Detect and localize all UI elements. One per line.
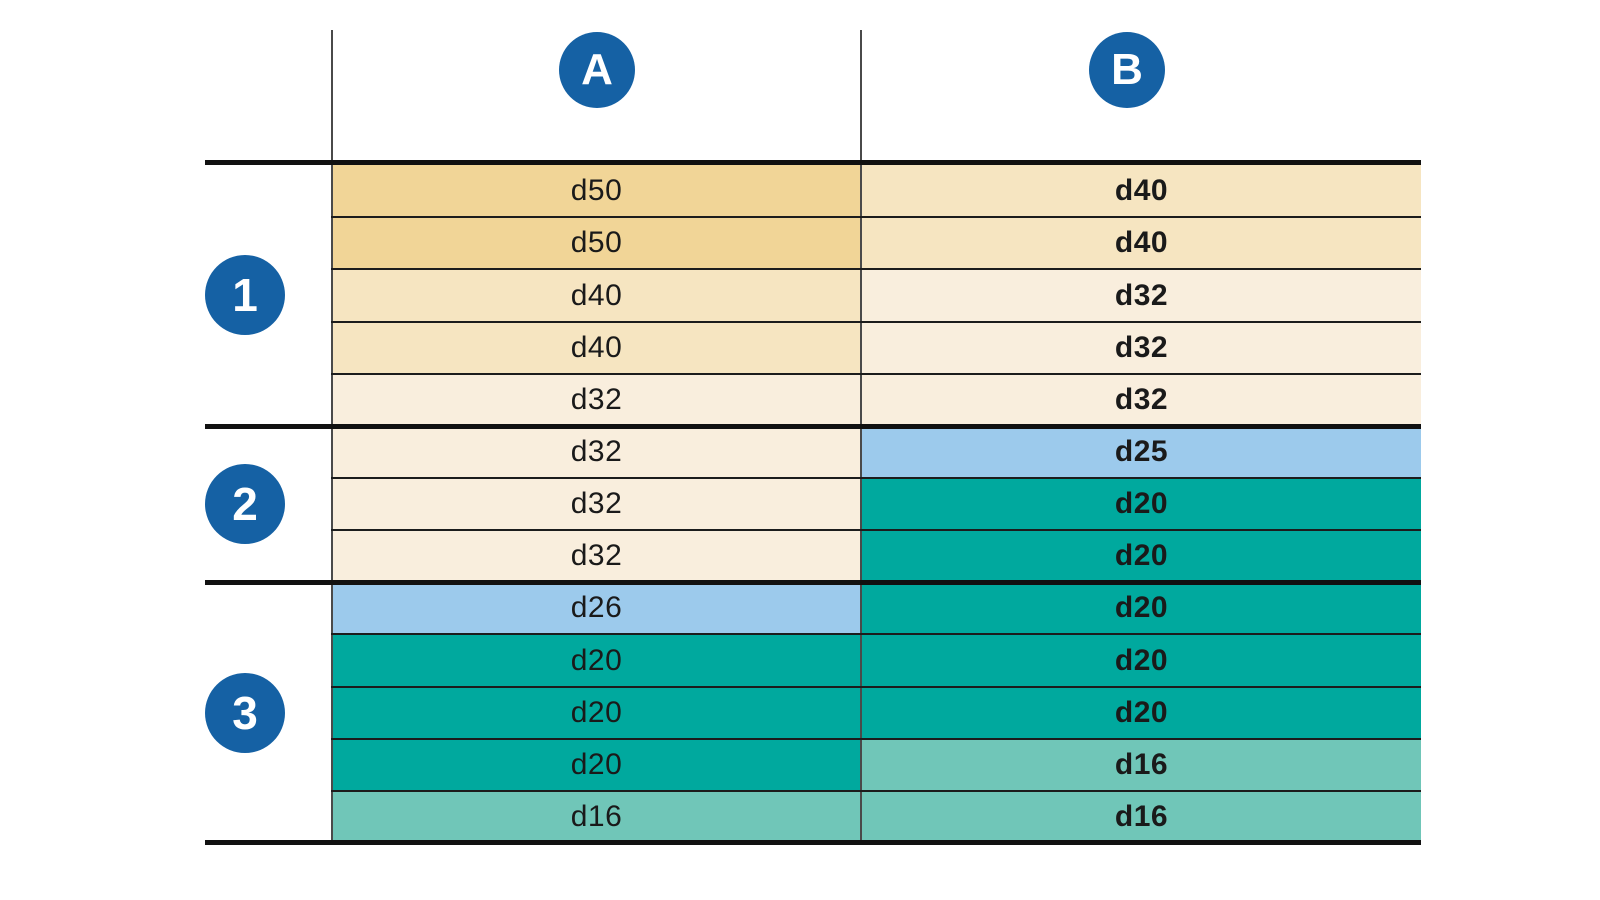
column-a-label: A <box>581 45 613 94</box>
row-divider <box>331 216 1421 218</box>
group-2-label: 2 <box>232 478 258 530</box>
cell-a-row-6: d32 <box>333 426 860 478</box>
cell-b-row-2: d40 <box>862 217 1421 269</box>
cell-b-row-7: d20 <box>862 478 1421 530</box>
cell-a-row-13: d16 <box>333 791 860 843</box>
cell-a-row-7: d32 <box>333 478 860 530</box>
group-divider-1-2 <box>205 424 1421 429</box>
cell-b-row-4: d32 <box>862 322 1421 374</box>
row-divider <box>331 268 1421 270</box>
cell-a-row-11: d20 <box>333 687 860 739</box>
cell-a-row-10: d20 <box>333 634 860 687</box>
row-divider <box>331 529 1421 531</box>
row-divider <box>331 633 1421 635</box>
cell-b-row-5: d32 <box>862 374 1421 426</box>
cell-b-row-1: d40 <box>862 165 1421 217</box>
row-divider <box>331 790 1421 792</box>
cell-a-row-2: d50 <box>333 217 860 269</box>
row-divider <box>331 321 1421 323</box>
table-border-bottom <box>205 840 1421 845</box>
row-divider <box>331 373 1421 375</box>
cell-a-row-8: d32 <box>333 530 860 582</box>
cell-b-row-10: d20 <box>862 634 1421 687</box>
group-3-badge: 3 <box>205 673 285 753</box>
group-2-badge: 2 <box>205 464 285 544</box>
group-divider-2-3 <box>205 580 1421 585</box>
cell-b-row-3: d32 <box>862 269 1421 322</box>
cell-a-row-4: d40 <box>333 322 860 374</box>
cell-b-row-11: d20 <box>862 687 1421 739</box>
cell-b-row-9: d20 <box>862 582 1421 634</box>
row-divider <box>331 686 1421 688</box>
cell-a-row-9: d26 <box>333 582 860 634</box>
cell-a-row-3: d40 <box>333 269 860 322</box>
column-a-badge: A <box>559 32 635 108</box>
cell-a-row-1: d50 <box>333 165 860 217</box>
cell-b-row-8: d20 <box>862 530 1421 582</box>
cell-b-row-13: d16 <box>862 791 1421 843</box>
cell-b-row-6: d25 <box>862 426 1421 478</box>
cell-a-row-5: d32 <box>333 374 860 426</box>
group-3-label: 3 <box>232 687 258 739</box>
group-1-label: 1 <box>232 269 258 321</box>
cell-a-row-12: d20 <box>333 739 860 791</box>
column-b-label: B <box>1111 45 1143 94</box>
column-b-badge: B <box>1089 32 1165 108</box>
column-divider-left <box>331 30 333 843</box>
row-divider <box>331 477 1421 479</box>
group-1-badge: 1 <box>205 255 285 335</box>
row-divider <box>331 738 1421 740</box>
cell-b-row-12: d16 <box>862 739 1421 791</box>
column-divider-middle <box>860 30 862 843</box>
table-border-top <box>205 160 1421 165</box>
